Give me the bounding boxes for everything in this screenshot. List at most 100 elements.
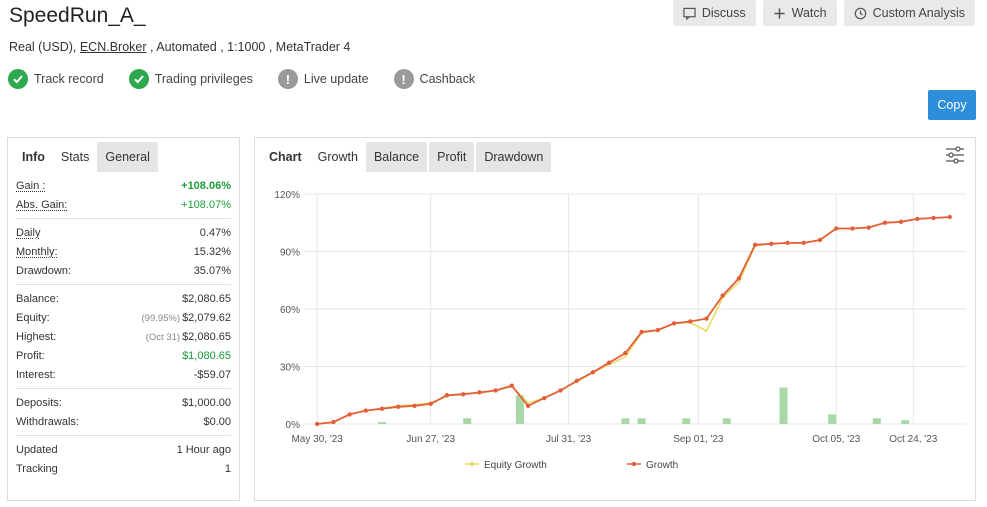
exclamation-icon: ! <box>393 69 414 89</box>
profit-bar <box>872 418 881 424</box>
check-icon <box>8 69 28 89</box>
chart-tabs: Chart Growth Balance Profit Drawdown <box>255 138 975 172</box>
stat-balance: Balance: $2,080.65 <box>16 289 231 308</box>
growth-point <box>898 219 904 224</box>
chart-settings-icon[interactable] <box>945 146 965 164</box>
y-tick-label: 90% <box>280 248 300 259</box>
tab-profit[interactable]: Profit <box>429 142 475 172</box>
stat-value: $0.00 <box>203 415 231 428</box>
info-panel: Info Stats General Gain : +108.06% Abs. G… <box>7 137 240 501</box>
plus-icon <box>774 7 785 19</box>
growth-point <box>850 226 855 231</box>
watch-button[interactable]: Watch <box>762 0 837 26</box>
stat-label[interactable]: Gain : <box>16 179 46 192</box>
tab-drawdown[interactable]: Drawdown <box>476 142 552 172</box>
growth-point <box>606 360 612 365</box>
account-subtitle: Real (USD), ECN.Broker , Automated , 1:1… <box>9 40 350 54</box>
growth-point <box>931 215 936 221</box>
tab-growth[interactable]: Growth <box>317 150 358 164</box>
tab-chart[interactable]: Chart <box>269 150 302 164</box>
stat-equity: Equity: (99.95%) $2,079.62 <box>16 308 231 327</box>
divider <box>16 218 231 219</box>
growth-point <box>574 378 579 384</box>
growth-point <box>688 319 693 324</box>
stat-value-group: (99.95%) $2,079.62 <box>142 312 232 324</box>
stat-tracking: Tracking 1 <box>16 459 231 478</box>
growth-point <box>314 421 320 427</box>
broker-link[interactable]: ECN.Broker <box>79 40 147 54</box>
check-icon <box>128 69 149 89</box>
custom-analysis-label: Custom Analysis <box>872 6 965 20</box>
stat-interest: Interest: -$59.07 <box>16 365 231 384</box>
stat-value: 0.47% <box>199 226 231 239</box>
y-tick-label: 0% <box>286 420 301 431</box>
profit-bar <box>828 414 837 424</box>
stat-value: +108.07% <box>181 198 231 211</box>
profit-bar <box>637 418 646 424</box>
stat-value: 35.07% <box>193 264 231 277</box>
divider <box>16 388 231 389</box>
growth-point <box>396 404 401 409</box>
stat-label: Equity: <box>16 311 50 324</box>
growth-point <box>542 395 547 401</box>
stat-updated: Updated 1 Hour ago <box>16 440 231 459</box>
growth-point <box>379 406 385 411</box>
growth-point <box>736 276 742 281</box>
stat-label: Drawdown: <box>16 264 72 277</box>
legend-label: Growth <box>646 460 678 471</box>
profit-bar <box>901 420 910 424</box>
stat-label: Withdrawals: <box>16 415 79 428</box>
stat-value: $1,080.65 <box>182 349 231 362</box>
tab-info[interactable]: Info <box>22 150 45 164</box>
growth-point <box>752 242 758 247</box>
badge-track-record: Track record <box>8 69 104 89</box>
tab-stats[interactable]: Stats <box>60 150 90 164</box>
stat-value: 1 <box>224 462 231 475</box>
growth-point <box>655 327 661 333</box>
legend-label: Equity Growth <box>484 460 547 471</box>
badge-trading-privileges: Trading privileges <box>128 69 253 89</box>
growth-point <box>460 392 466 397</box>
growth-point <box>493 388 498 393</box>
subtitle-prefix: Real (USD), <box>9 40 80 54</box>
growth-point <box>558 388 563 393</box>
stat-label[interactable]: Daily <box>16 226 41 239</box>
stat-label[interactable]: Abs. Gain: <box>16 198 68 211</box>
stat-value: $2,080.65 <box>182 292 231 305</box>
watch-label: Watch <box>791 6 827 20</box>
growth-point <box>834 226 839 231</box>
legend-marker <box>469 461 475 467</box>
badge-label: Trading privileges <box>154 72 253 86</box>
stat-value: $1,000.00 <box>182 396 231 409</box>
stat-daily: Daily 0.47% <box>16 223 231 242</box>
growth-point <box>671 321 677 326</box>
growth-point <box>623 350 628 356</box>
subtitle-suffix: , Automated , 1:1000 , MetaTrader 4 <box>146 40 351 54</box>
profit-bar <box>463 418 472 424</box>
growth-point <box>866 225 871 230</box>
copy-button[interactable]: Copy <box>928 90 976 120</box>
divider <box>16 284 231 285</box>
stat-label: Deposits: <box>16 396 62 409</box>
stat-label[interactable]: Monthly: <box>16 245 58 258</box>
clock-icon <box>854 7 866 19</box>
growth-point <box>590 370 596 375</box>
stat-label: Highest: <box>16 330 57 343</box>
badge-label: Track record <box>34 72 104 86</box>
stat-value: -$59.07 <box>193 368 231 381</box>
profit-bar <box>722 418 731 424</box>
profit-bar <box>515 395 524 424</box>
growth-point <box>639 329 644 335</box>
growth-line <box>317 216 950 425</box>
tab-general[interactable]: General <box>97 142 158 172</box>
stat-value: +108.06% <box>181 179 231 192</box>
profit-bar <box>378 422 387 424</box>
stat-deposits: Deposits: $1,000.00 <box>16 393 231 412</box>
custom-analysis-button[interactable]: Custom Analysis <box>843 0 975 26</box>
discuss-button[interactable]: Discuss <box>672 0 756 26</box>
growth-point <box>769 241 774 247</box>
discuss-label: Discuss <box>701 6 746 20</box>
tab-balance[interactable]: Balance <box>365 142 428 172</box>
divider <box>16 435 231 436</box>
growth-point <box>347 412 352 417</box>
